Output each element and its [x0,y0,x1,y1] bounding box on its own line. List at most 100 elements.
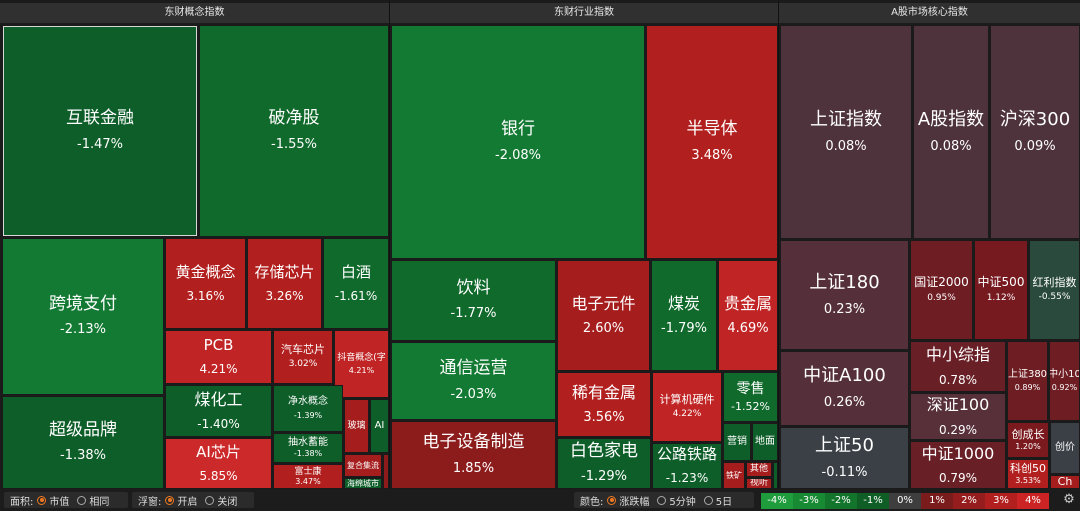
index-cell[interactable]: 中小10 0.92% [1049,341,1080,421]
index-cell[interactable]: 国证2000 0.95% [910,240,973,340]
concept-cell[interactable]: 抽水蓄能 -1.38% [273,433,343,463]
cell-name: 中证1000 [921,443,995,463]
cell-change: 0.95% [927,293,956,303]
legend-swatch: 1% [921,493,953,509]
industry-cell[interactable]: 其他 [746,462,772,477]
index-cell[interactable]: 沪深300 0.09% [990,25,1080,239]
color-option-5day[interactable]: 5日 [703,493,732,508]
index-cell[interactable]: 上证50 -0.11% [780,427,909,489]
concept-cell[interactable]: 玻璃 [344,399,369,453]
industry-cell[interactable]: 煤炭 -1.79% [651,260,717,371]
concept-cell[interactable]: AI芯片 5.85% [165,438,272,489]
index-cell[interactable]: 上证180 0.23% [780,240,909,350]
industry-cell[interactable]: 饮料 -1.77% [391,260,556,341]
cell-change: -1.23% [665,471,709,486]
cell-change: 5.85% [199,468,238,483]
industry-cell[interactable]: 计算机硬件 4.22% [652,372,722,442]
index-cell[interactable]: 科创50 3.53% [1007,459,1049,489]
cell-name: 营销 [727,436,747,448]
index-cell[interactable]: 中证1000 0.79% [910,441,1006,489]
industry-cell[interactable]: 银行 -2.08% [391,25,645,259]
index-cell[interactable]: Ch [1050,475,1080,489]
industry-cell[interactable] [773,462,778,489]
cell-name: 玻璃 [347,420,366,431]
cell-name: 煤炭 [667,293,700,313]
concept-cell[interactable] [383,454,389,489]
concept-cell[interactable]: PCB 4.21% [165,330,272,384]
color-option-change[interactable]: 涨跌幅 [607,493,649,508]
cell-change: -0.11% [821,464,868,480]
radio-selected-icon [607,495,617,505]
index-cell[interactable]: A股指数 0.08% [913,25,989,239]
index-cell[interactable]: 创成长 1.20% [1007,422,1049,458]
index-cell[interactable]: 中证500 1.12% [974,240,1028,340]
color-option-5min[interactable]: 5分钟 [657,493,696,508]
concept-cell[interactable]: 白酒 -1.61% [323,238,389,329]
cell-name: PCB [203,336,234,355]
industry-cell[interactable]: 电子元件 2.60% [557,260,650,371]
concept-cell[interactable]: AI [370,399,389,453]
concept-cell[interactable]: 海绵城市 [344,478,382,489]
cell-name: 国证2000 [914,275,969,290]
concept-cell[interactable]: 煤化工 -1.40% [165,385,272,437]
concept-cell[interactable]: 存储芯片 3.26% [247,238,322,329]
industry-cell[interactable]: 通信运营 -2.03% [391,342,556,420]
industry-cell[interactable]: 铁矿 [723,462,745,489]
float-option-off[interactable]: 关闭 [205,493,237,508]
industry-cell[interactable]: 视听 [746,478,772,489]
index-cell[interactable]: 深证100 0.29% [910,393,1006,440]
industry-cell[interactable]: 稀有金属 3.56% [557,372,651,437]
radio-icon [703,495,713,505]
concept-cell[interactable]: 跨境支付 -2.13% [2,238,164,395]
cell-change: 4.21% [348,365,375,375]
cell-change: 3.47% [295,476,321,486]
concept-panel-title: 东财概念指数 [0,3,389,23]
industry-cell[interactable]: 白色家电 -1.29% [557,438,651,489]
concept-cell[interactable]: 超级品牌 -1.38% [2,396,164,489]
cell-name: 铁矿 [726,470,742,480]
color-legend: -4% -3% -2% -1% 0% 1% 2% 3% 4% [761,493,1049,509]
radio-icon [205,495,215,505]
concept-cell[interactable]: 破净股 -1.55% [199,25,389,237]
cell-change: 3.16% [186,288,225,303]
index-cell[interactable]: 中证A100 0.26% [780,351,909,426]
cell-change: 3.02% [288,359,318,370]
industry-cell[interactable]: 零售 -1.52% [723,372,778,422]
concept-cell[interactable]: 抖音概念(字 4.21% [334,330,389,398]
industry-cell[interactable]: 电子设备制造 1.85% [391,421,556,489]
cell-name: 公路铁路 [656,445,717,464]
index-cell[interactable]: 红利指数 -0.55% [1029,240,1080,340]
concept-cell[interactable]: 富士康 3.47% [273,464,343,489]
industry-cell[interactable]: 营销 [723,423,751,461]
cell-change: 3.48% [691,147,733,163]
cell-name: 白酒 [340,262,371,281]
industry-cell[interactable]: 公路铁路 -1.23% [652,443,722,489]
area-option-market-cap[interactable]: 市值 [37,493,69,508]
concept-cell[interactable]: 汽车芯片 3.02% [273,330,333,384]
legend-swatch: -3% [793,493,825,509]
industry-cell[interactable]: 半导体 3.48% [646,25,778,259]
index-cell[interactable]: 上证指数 0.08% [780,25,912,239]
area-option-equal[interactable]: 相同 [77,493,109,508]
industry-cell[interactable]: 地面 [752,423,778,461]
cell-change: 0.79% [938,471,978,485]
concept-cell[interactable]: 互联金融 -1.47% [2,25,198,237]
concept-cell[interactable]: 黄金概念 3.16% [165,238,246,329]
index-cell[interactable]: 上证380 0.89% [1007,341,1048,421]
cell-change: -1.55% [271,136,317,152]
cell-change: 0.23% [823,301,866,317]
industry-cell[interactable]: 贵金属 4.69% [718,260,778,371]
cell-name: 计算机硬件 [659,392,715,406]
legend-swatch: -1% [857,493,889,509]
index-cell[interactable]: 中小综指 0.78% [910,341,1006,392]
cell-change: 1.85% [452,460,495,476]
concept-cell[interactable]: 复合集流 [344,454,382,477]
float-option-on[interactable]: 开启 [165,493,197,508]
cell-change: 4.22% [672,409,702,420]
cell-change: 3.53% [1015,475,1041,485]
float-option-group: 浮窗: 开启 关闭 [132,492,254,508]
gear-icon[interactable]: ⚙ [1063,492,1075,507]
index-cell[interactable]: 创价 [1050,422,1080,474]
cell-change: 4.21% [199,362,238,377]
concept-cell[interactable]: 净水概念 -1.39% [273,385,343,432]
